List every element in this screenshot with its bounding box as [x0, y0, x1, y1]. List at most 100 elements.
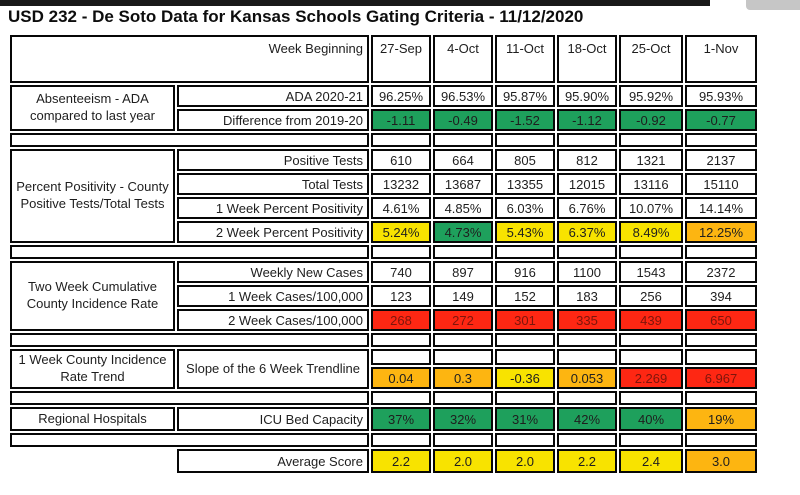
- row-label: 2 Week Cases/100,000: [177, 309, 369, 331]
- value-cell: [433, 349, 493, 365]
- table-row: 2 Week Percent Positivity 5.24% 4.73% 5.43%…: [10, 221, 757, 243]
- value-cell: 13116: [619, 173, 683, 195]
- spacer-cell: [495, 133, 555, 147]
- week-header-cell: 4-Oct: [433, 35, 493, 83]
- value-cell: 42%: [557, 407, 617, 431]
- section-label: Percent Positivity - County Positive Tes…: [10, 149, 175, 243]
- row-label: Weekly New Cases: [177, 261, 369, 283]
- spacer-cell: [10, 391, 369, 405]
- value-cell: 13232: [371, 173, 431, 195]
- spacer-cell: [10, 133, 369, 147]
- value-cell: 6.76%: [557, 197, 617, 219]
- spacer-row: [10, 245, 757, 259]
- row-label: Difference from 2019-20: [177, 109, 369, 131]
- section-label: Regional Hospitals: [10, 407, 175, 431]
- spacer-cell: [495, 333, 555, 347]
- value-cell: 123: [371, 285, 431, 307]
- spacer-cell: [557, 333, 617, 347]
- value-cell: 2137: [685, 149, 757, 171]
- row-label: Positive Tests: [177, 149, 369, 171]
- table-row: Total Tests 13232 13687 13355 12015 13116 1511…: [10, 173, 757, 195]
- spacer-cell: [10, 245, 369, 259]
- table-row: 2 Week Cases/100,000 268 272 301 335 439 650: [10, 309, 757, 331]
- value-cell: 5.24%: [371, 221, 431, 243]
- section-label: Two Week Cumulative County Incidence Rat…: [10, 261, 175, 331]
- value-cell: 149: [433, 285, 493, 307]
- table-row: 1 Week County Incidence Rate Trend Slope …: [10, 349, 757, 389]
- row-label: 2 Week Percent Positivity: [177, 221, 369, 243]
- value-cell: 897: [433, 261, 493, 283]
- value-cell: 272: [433, 309, 493, 331]
- value-cell: 439: [619, 309, 683, 331]
- value-cell: 10.07%: [619, 197, 683, 219]
- spacer-cell: [371, 433, 431, 447]
- value-cell: [619, 349, 683, 365]
- spacer-cell: [557, 433, 617, 447]
- value-cell: 268: [371, 309, 431, 331]
- value-cell: 12.25%: [685, 221, 757, 243]
- week-header-row: Week Beginning 27-Sep 4-Oct 11-Oct 18-Oct 25-…: [10, 35, 757, 83]
- spacer-row: [10, 433, 757, 447]
- value-cell: 2.0: [495, 449, 555, 473]
- week-beginning-label: Week Beginning: [10, 35, 369, 83]
- spacer-cell: [371, 245, 431, 259]
- value-cell: 40%: [619, 407, 683, 431]
- row-label: ICU Bed Capacity: [177, 407, 369, 431]
- spacer-cell: [10, 333, 369, 347]
- ghost-cell: [10, 449, 175, 473]
- value-cell: 8.49%: [619, 221, 683, 243]
- value-cell: 96.53%: [433, 85, 493, 107]
- value-cell: 4.85%: [433, 197, 493, 219]
- value-cell: -1.11: [371, 109, 431, 131]
- spacer-row: [10, 391, 757, 405]
- value-cell: -0.77: [685, 109, 757, 131]
- week-header-cell: 25-Oct: [619, 35, 683, 83]
- spacer-cell: [557, 391, 617, 405]
- value-cell: [557, 349, 617, 365]
- value-cell: 15110: [685, 173, 757, 195]
- table-row: Difference from 2019-20 -1.11 -0.49 -1.52 -1…: [10, 109, 757, 131]
- value-cell: 96.25%: [371, 85, 431, 107]
- spacer-cell: [433, 133, 493, 147]
- value-cell: 812: [557, 149, 617, 171]
- top-right-artifact: [746, 0, 800, 10]
- value-cell: 183: [557, 285, 617, 307]
- value-cell: 32%: [433, 407, 493, 431]
- week-header-cell: 27-Sep: [371, 35, 431, 83]
- spacer-cell: [433, 245, 493, 259]
- value-cell: 13687: [433, 173, 493, 195]
- value-cell: 95.93%: [685, 85, 757, 107]
- spacer-cell: [685, 245, 757, 259]
- average-score-row: Average Score 2.2 2.0 2.0 2.2 2.4 3.0: [10, 449, 757, 473]
- value-cell: 805: [495, 149, 555, 171]
- average-score-label: Average Score: [177, 449, 369, 473]
- value-cell: 95.90%: [557, 85, 617, 107]
- spacer-cell: [619, 391, 683, 405]
- value-cell: 610: [371, 149, 431, 171]
- value-cell: 650: [685, 309, 757, 331]
- spacer-row: [10, 333, 757, 347]
- table-row: Regional Hospitals ICU Bed Capacity 37% 32%…: [10, 407, 757, 431]
- spacer-cell: [619, 133, 683, 147]
- spacer-cell: [619, 245, 683, 259]
- section-label: Absenteeism - ADA compared to last year: [10, 85, 175, 131]
- value-cell: 4.73%: [433, 221, 493, 243]
- value-cell: [495, 349, 555, 365]
- value-cell: 14.14%: [685, 197, 757, 219]
- value-cell: 152: [495, 285, 555, 307]
- value-cell: 2.2: [371, 449, 431, 473]
- value-cell: 31%: [495, 407, 555, 431]
- table-row: Percent Positivity - County Positive Tes…: [10, 149, 757, 243]
- value-cell: 256: [619, 285, 683, 307]
- row-label: Slope of the 6 Week Trendline: [177, 349, 369, 389]
- spacer-cell: [371, 133, 431, 147]
- value-cell: 0.04: [371, 367, 431, 389]
- value-cell: 916: [495, 261, 555, 283]
- value-cell: -0.92: [619, 109, 683, 131]
- spacer-cell: [495, 433, 555, 447]
- value-cell: 37%: [371, 407, 431, 431]
- value-cell: 5.43%: [495, 221, 555, 243]
- spacer-cell: [557, 245, 617, 259]
- section-label: 1 Week County Incidence Rate Trend: [10, 349, 175, 389]
